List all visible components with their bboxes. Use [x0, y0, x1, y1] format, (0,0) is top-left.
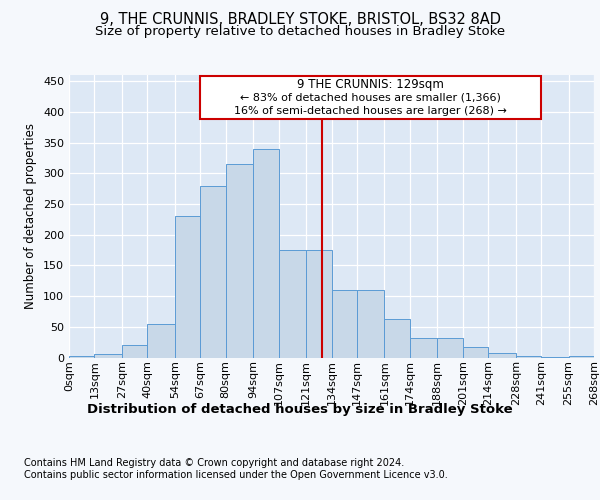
- Bar: [541, 357, 569, 358]
- Text: ← 83% of detached houses are smaller (1,366): ← 83% of detached houses are smaller (1,…: [240, 92, 501, 102]
- Text: Contains HM Land Registry data © Crown copyright and database right 2024.: Contains HM Land Registry data © Crown c…: [24, 458, 404, 468]
- Bar: [488, 352, 515, 358]
- Bar: [69, 356, 94, 358]
- Bar: [463, 347, 488, 358]
- Bar: [357, 290, 385, 358]
- Bar: [94, 354, 122, 358]
- Bar: [278, 250, 306, 358]
- Bar: [306, 250, 331, 358]
- Y-axis label: Number of detached properties: Number of detached properties: [25, 123, 37, 309]
- Text: Contains public sector information licensed under the Open Government Licence v3: Contains public sector information licen…: [24, 470, 448, 480]
- Text: 9, THE CRUNNIS, BRADLEY STOKE, BRISTOL, BS32 8AD: 9, THE CRUNNIS, BRADLEY STOKE, BRISTOL, …: [100, 12, 500, 28]
- Bar: [515, 356, 541, 358]
- Text: 9 THE CRUNNIS: 129sqm: 9 THE CRUNNIS: 129sqm: [297, 78, 444, 92]
- Bar: [437, 338, 463, 357]
- Bar: [226, 164, 253, 358]
- Bar: [122, 345, 148, 358]
- Bar: [331, 290, 357, 358]
- Text: Size of property relative to detached houses in Bradley Stoke: Size of property relative to detached ho…: [95, 25, 505, 38]
- Bar: [175, 216, 200, 358]
- Text: 16% of semi-detached houses are larger (268) →: 16% of semi-detached houses are larger (…: [234, 106, 507, 116]
- Bar: [253, 148, 278, 358]
- Bar: [200, 76, 541, 119]
- Bar: [410, 338, 437, 357]
- Bar: [569, 356, 594, 358]
- Bar: [385, 320, 410, 358]
- Bar: [148, 324, 175, 358]
- Bar: [200, 186, 226, 358]
- Text: Distribution of detached houses by size in Bradley Stoke: Distribution of detached houses by size …: [87, 402, 513, 415]
